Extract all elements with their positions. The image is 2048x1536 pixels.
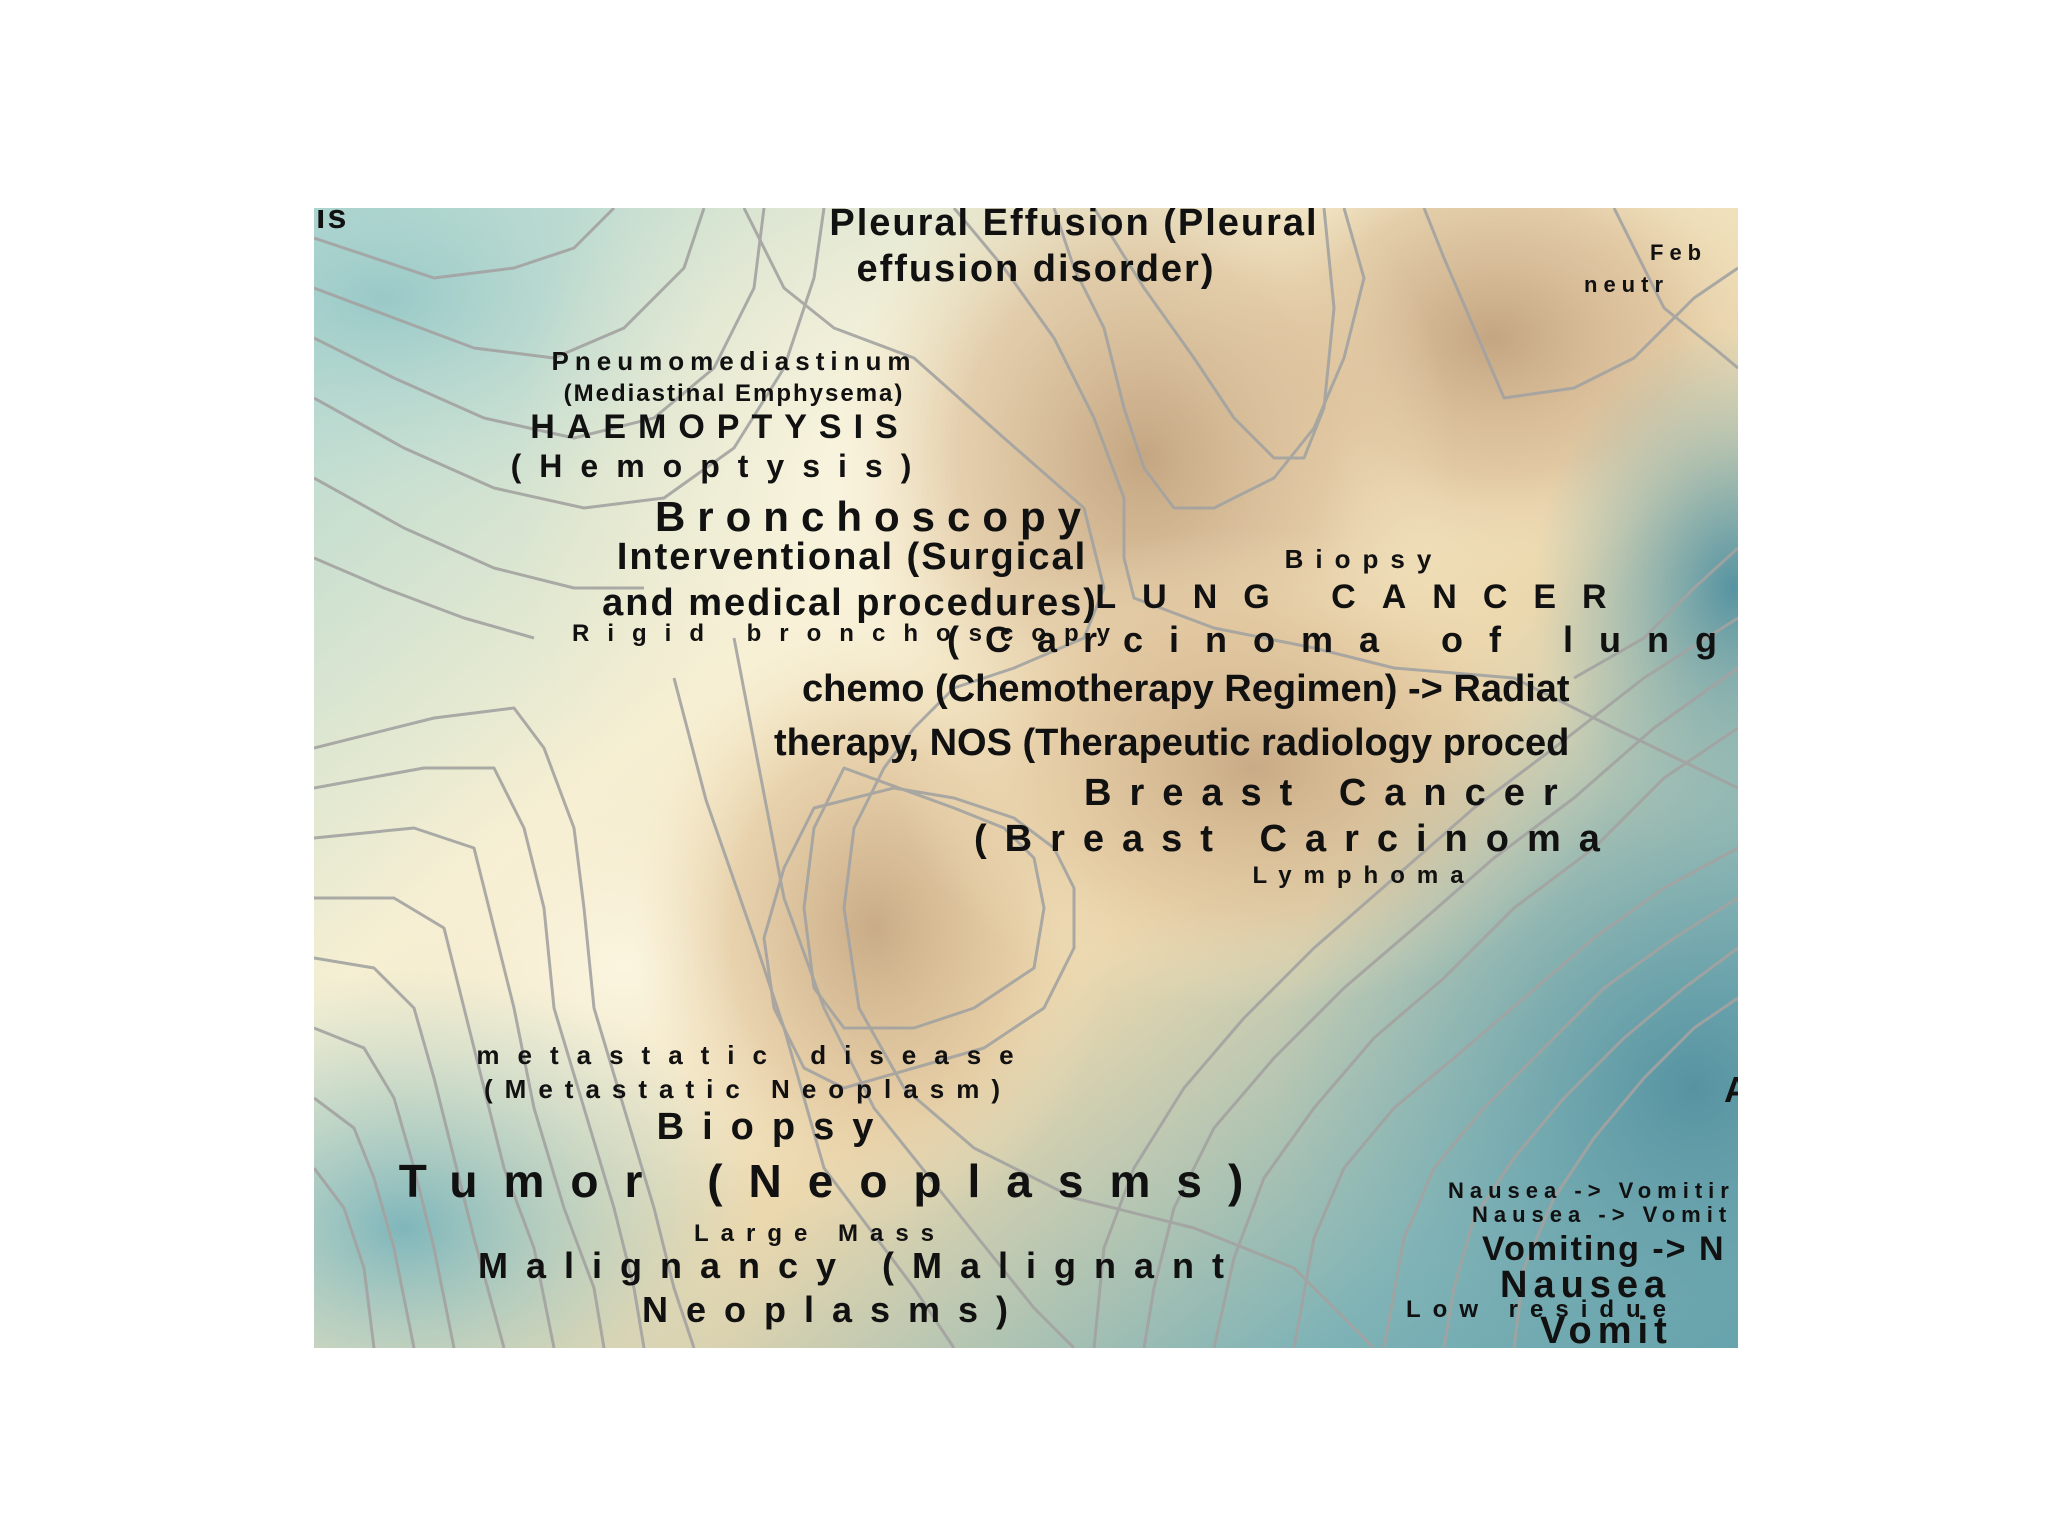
label-carcinoma-of-lung[interactable]: (Carcinoma of lung) — [947, 619, 1738, 660]
label-pleural-effusion-line1[interactable]: Pleural Effusion (Pleural — [829, 208, 1319, 244]
label-metastatic-neoplasm[interactable]: (Metastatic Neoplasm) — [484, 1074, 1012, 1104]
label-breast-carcinoma[interactable]: (Breast Carcinoma — [974, 818, 1618, 860]
label-vomiting-arrow[interactable]: Vomiting -> N — [1482, 1230, 1726, 1268]
label-biopsy-large[interactable]: Biopsy — [656, 1106, 892, 1148]
label-hemoptysis[interactable]: (Hemoptysis) — [510, 448, 930, 484]
label-chemo-line2[interactable]: therapy, NOS (Therapeutic radiology proc… — [774, 722, 1570, 764]
label-nausea-large[interactable]: Nausea — [1500, 1264, 1672, 1306]
label-malignancy-line1[interactable]: Malignancy (Malignant — [477, 1245, 1243, 1286]
label-lung-cancer[interactable]: LUNG CANCER — [1095, 578, 1633, 616]
label-lymphoma[interactable]: Lymphoma — [1252, 862, 1476, 889]
label-nausea-vomiting-line1[interactable]: Nausea -> Vomitir — [1448, 1178, 1735, 1203]
label-right-fragment[interactable]: A — [1724, 1069, 1738, 1110]
label-mediastinal-emphysema[interactable]: (Mediastinal Emphysema) — [563, 380, 905, 407]
label-large-mass[interactable]: Large Mass — [693, 1220, 947, 1247]
label-haemoptysis[interactable]: HAEMOPTYSIS — [530, 408, 910, 446]
label-tumor-neoplasms[interactable]: Tumor (Neoplasms) — [398, 1155, 1270, 1207]
label-neutro-fragment[interactable]: neutr — [1584, 272, 1669, 297]
label-pleural-effusion-line2[interactable]: effusion disorder) — [856, 248, 1216, 290]
label-pneumomediastinum[interactable]: Pneumomediastinum — [551, 346, 917, 376]
label-breast-cancer[interactable]: Breast Cancer — [1084, 772, 1576, 814]
topic-labels: is Pleural Effusion (Pleural effusion di… — [314, 208, 1738, 1348]
label-interventional-line2[interactable]: and medical procedures) — [602, 582, 1098, 624]
label-bronchoscopy[interactable]: Bronchoscopy — [654, 493, 1094, 540]
label-vomit-large[interactable]: Vomit — [1540, 1310, 1673, 1348]
label-interventional-line1[interactable]: Interventional (Surgical — [616, 536, 1088, 578]
terrain-heightmap — [314, 208, 1738, 1348]
topic-landscape-map[interactable]: is Pleural Effusion (Pleural effusion di… — [314, 208, 1738, 1348]
label-rigid-bronchoscopy[interactable]: Rigid bronchoscopy — [571, 620, 1129, 647]
label-top-left-fragment[interactable]: is — [316, 208, 349, 236]
label-feb-fragment[interactable]: Feb — [1650, 240, 1708, 265]
label-low-residue[interactable]: Low residue — [1406, 1296, 1679, 1323]
label-malignancy-line2[interactable]: Neoplasms) — [641, 1289, 1027, 1330]
label-metastatic-disease[interactable]: metastatic disease — [476, 1040, 1032, 1070]
label-nausea-vomiting-line2[interactable]: Nausea -> Vomit — [1472, 1202, 1733, 1227]
label-biopsy-small[interactable]: Biopsy — [1284, 544, 1444, 574]
label-chemo-line1[interactable]: chemo (Chemotherapy Regimen) -> Radiat — [802, 668, 1570, 710]
